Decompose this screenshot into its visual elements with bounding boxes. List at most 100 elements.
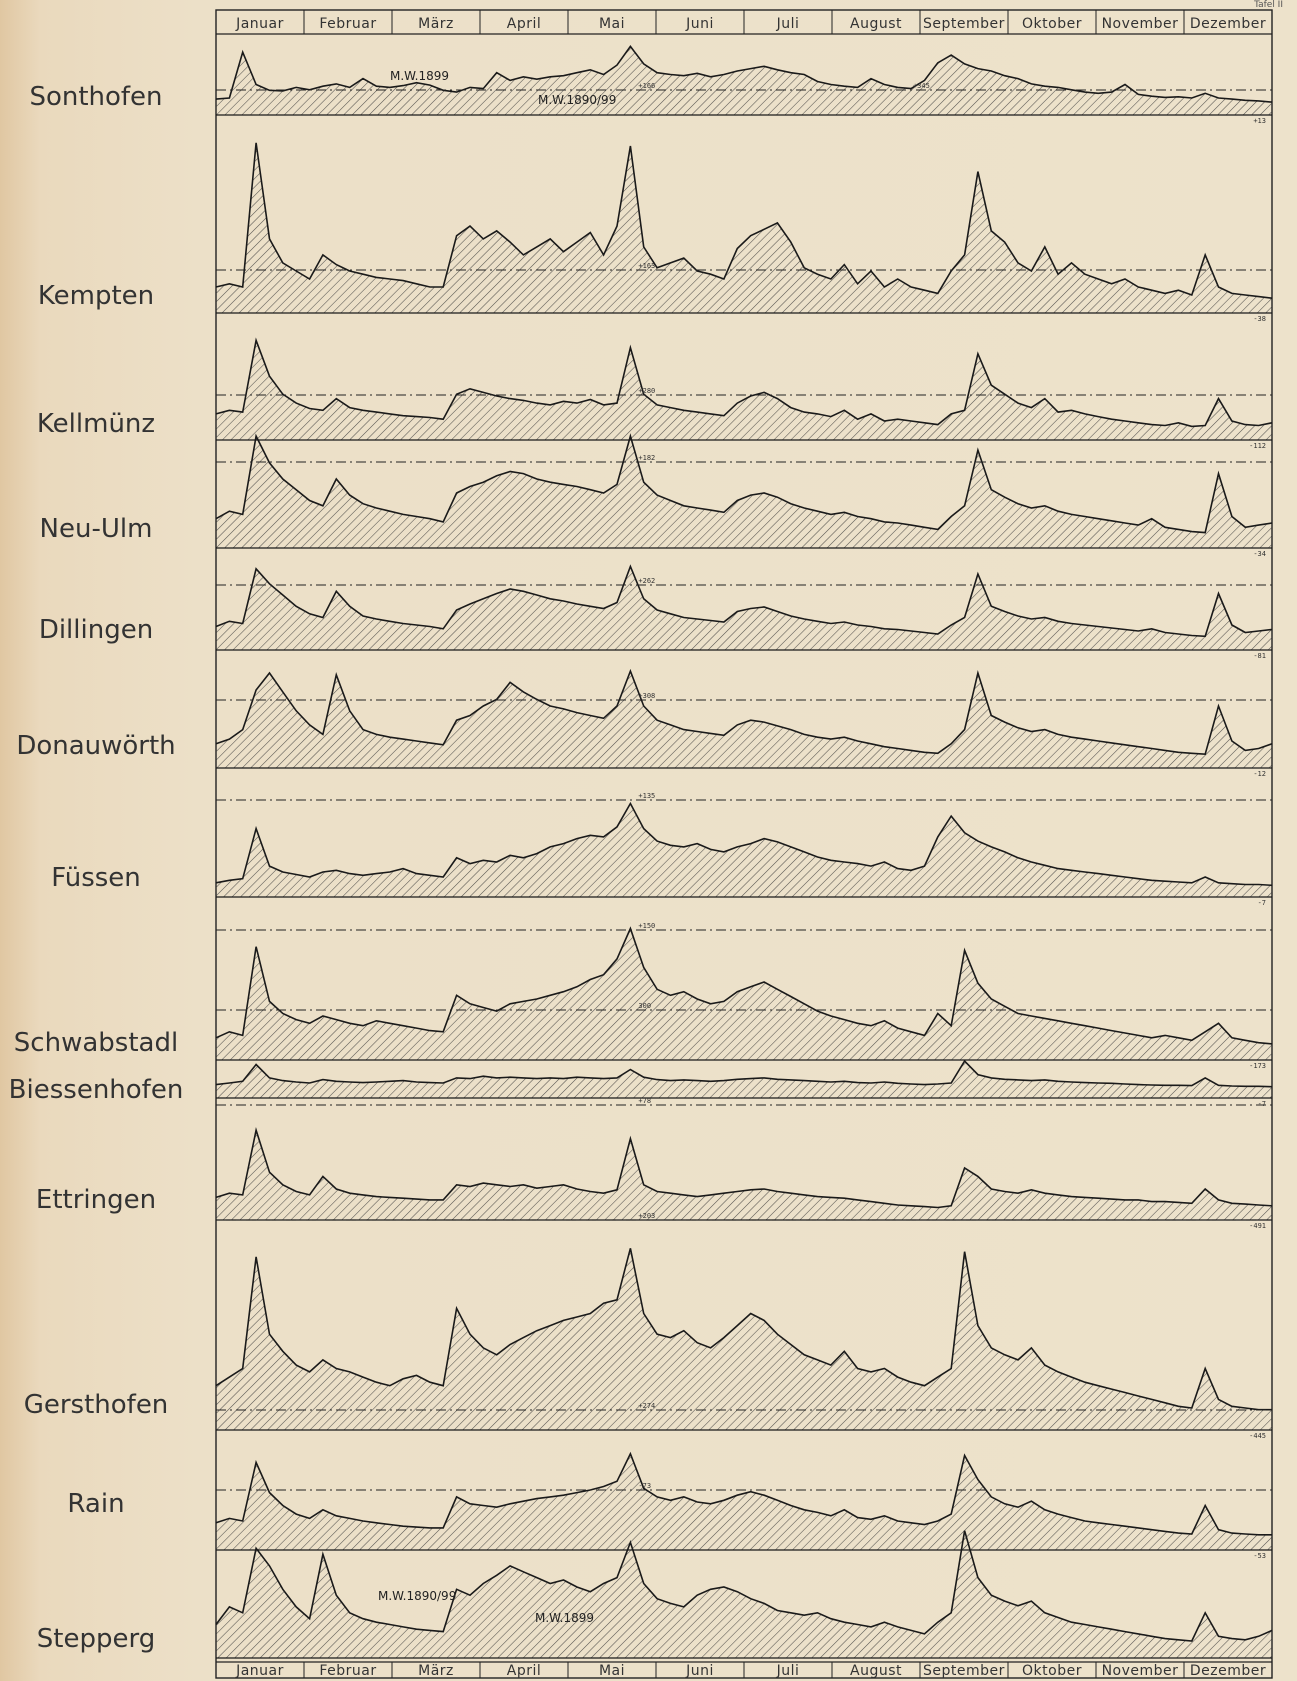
station-annotation: 300 <box>638 1002 651 1010</box>
station-label: Donauwörth <box>16 731 175 761</box>
month-label-bottom: August <box>850 1663 902 1679</box>
station-annotation: +135 <box>638 792 655 800</box>
station-annotation: +280 <box>638 387 655 395</box>
station-annotation: -34 <box>1253 550 1266 558</box>
station-hydrograph-line <box>215 1248 1272 1411</box>
station-annotation: -445 <box>1249 1432 1266 1440</box>
station-group: Stepperg -73 <box>37 1482 1273 1659</box>
station-label: Füssen <box>51 863 141 893</box>
station-hatch-area <box>216 1530 1272 1658</box>
station-annotation: -7 <box>1258 899 1266 907</box>
station-hydrograph-line <box>215 433 1273 534</box>
station-series-group: Sonthofen +166 +345 +13 Kempten +163 -38 Kellmü… <box>9 45 1273 1659</box>
month-label-top: Januar <box>235 16 284 32</box>
station-hatch-area <box>216 340 1272 440</box>
month-label-top: Februar <box>319 16 376 32</box>
month-label-bottom: Dezember <box>1190 1663 1266 1679</box>
station-label: Sonthofen <box>29 82 162 112</box>
month-label-bottom: Juni <box>685 1663 714 1679</box>
label-mw-1890-99-top: M.W.1890/99 <box>538 93 616 107</box>
month-label-top: Mai <box>599 16 625 32</box>
station-annotation: -53 <box>1253 1552 1266 1560</box>
station-group: Ettringen +78 -491 <box>36 1097 1273 1230</box>
station-label: Rain <box>67 1489 124 1519</box>
station-label: Stepperg <box>37 1624 155 1654</box>
month-label-top: April <box>507 16 542 32</box>
month-label-bottom: März <box>418 1663 454 1679</box>
station-group: Kellmünz +280 -112 <box>37 337 1273 450</box>
month-label-top: Juli <box>776 16 800 32</box>
station-hatch-area <box>216 928 1272 1060</box>
station-hydrograph-line <box>215 337 1273 428</box>
month-label-top: Juni <box>685 16 714 32</box>
station-annotation: +166 <box>638 82 655 90</box>
station-hydrograph-line <box>215 1059 1273 1088</box>
station-hatch-area <box>216 142 1272 313</box>
station-hydrograph-line <box>215 1530 1273 1642</box>
label-mw-1899-bottom: M.W.1899 <box>535 1611 594 1625</box>
station-hatch-area <box>216 436 1272 548</box>
station-annotation: +262 <box>638 577 655 585</box>
station-hydrograph-line <box>215 142 1273 299</box>
station-hatch-area <box>216 671 1272 768</box>
station-annotation: +182 <box>638 454 655 462</box>
month-label-bottom: Juli <box>776 1663 800 1679</box>
station-label: Ettringen <box>36 1185 156 1215</box>
station-label: Kellmünz <box>37 409 155 439</box>
month-label-top: März <box>418 16 454 32</box>
month-label-top: Dezember <box>1190 16 1266 32</box>
station-hydrograph-line <box>215 801 1273 887</box>
month-label-bottom: April <box>507 1663 542 1679</box>
month-header-top: Januar Februar März April Mai Juni Juli August S… <box>235 10 1266 34</box>
station-group: Kempten +163 -38 <box>38 142 1273 323</box>
station-annotation: +345 <box>913 82 930 90</box>
station-label: Gersthofen <box>24 1390 169 1420</box>
plate-label: Tafel II <box>1253 0 1283 10</box>
station-group: Gersthofen +203 -445 <box>24 1212 1272 1440</box>
station-label: Schwabstadl <box>14 1028 178 1058</box>
month-label-top: November <box>1102 16 1179 32</box>
month-label-top: Oktober <box>1022 16 1082 32</box>
station-hydrograph-line <box>215 564 1273 638</box>
station-group: Rain +274 -53 <box>67 1402 1272 1560</box>
station-hatch-area <box>216 1130 1272 1220</box>
station-hatch-area <box>216 803 1272 897</box>
month-label-bottom: Oktober <box>1022 1663 1082 1679</box>
month-label-bottom: Januar <box>235 1663 284 1679</box>
month-label-bottom: November <box>1102 1663 1179 1679</box>
station-annotation: +308 <box>638 692 655 700</box>
station-group: Neu-Ulm +182 -34 <box>40 433 1273 558</box>
station-hatch-area <box>216 1453 1272 1550</box>
station-group: Schwabstadl +150 -173 <box>14 922 1273 1070</box>
station-label: Dillingen <box>39 615 153 645</box>
station-annotation: +13 <box>1253 117 1266 125</box>
station-hydrograph-line <box>215 926 1273 1045</box>
station-hydrograph-line <box>215 668 1273 756</box>
month-label-bottom: Februar <box>319 1663 376 1679</box>
station-annotation: -12 <box>1253 770 1266 778</box>
station-annotation: +203 <box>638 1212 655 1220</box>
station-annotation: +274 <box>638 1402 655 1410</box>
station-group: Sonthofen +166 +345 +13 <box>29 45 1273 125</box>
station-hydrograph-line <box>215 1127 1273 1209</box>
station-label: Neu-Ulm <box>40 514 153 544</box>
month-label-top: August <box>850 16 902 32</box>
station-annotation: -38 <box>1253 315 1266 323</box>
station-hatch-area <box>216 1248 1272 1430</box>
station-annotation: -7 <box>1258 1100 1266 1108</box>
station-annotation: -112 <box>1249 442 1266 450</box>
label-mw-1890-99-bottom: M.W.1890/99 <box>378 1589 456 1603</box>
month-header-bottom: Januar Februar März April Mai Juni Juli August S… <box>235 1662 1266 1679</box>
station-annotation: +78 <box>638 1097 651 1105</box>
station-annotation: +150 <box>638 922 655 930</box>
station-label: Kempten <box>38 281 154 311</box>
station-hydrograph-line <box>215 45 1273 103</box>
station-annotation: -173 <box>1249 1062 1266 1070</box>
station-hatch-area <box>216 566 1272 650</box>
station-annotation: -491 <box>1249 1222 1266 1230</box>
station-hydrograph-line <box>215 1451 1272 1536</box>
station-annotation: +163 <box>638 262 655 270</box>
station-label: Biessenhofen <box>9 1075 184 1105</box>
